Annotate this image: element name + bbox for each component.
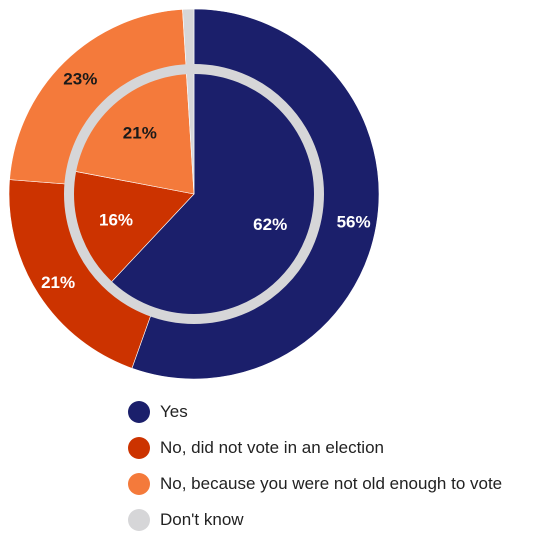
outer-label-not-old-enough: 23% bbox=[63, 70, 97, 89]
legend-swatch-dont-know bbox=[128, 509, 150, 531]
outer-label-yes: 56% bbox=[337, 213, 371, 232]
legend-label-did-not-vote: No, did not vote in an election bbox=[160, 438, 384, 457]
outer-label-did-not-vote: 21% bbox=[41, 273, 75, 292]
legend-label-dont-know: Don't know bbox=[160, 510, 244, 529]
legend: Yes No, did not vote in an election No, … bbox=[128, 398, 502, 542]
legend-swatch-yes bbox=[128, 401, 150, 423]
inner-label-yes: 62% bbox=[253, 215, 287, 234]
legend-item-not-old-enough: No, because you were not old enough to v… bbox=[128, 470, 502, 498]
legend-label-yes: Yes bbox=[160, 402, 188, 421]
inner-label-not-old-enough: 21% bbox=[123, 124, 157, 143]
legend-item-yes: Yes bbox=[128, 398, 502, 426]
legend-item-dont-know: Don't know bbox=[128, 506, 502, 534]
legend-swatch-did-not-vote bbox=[128, 437, 150, 459]
legend-label-not-old-enough: No, because you were not old enough to v… bbox=[160, 474, 503, 493]
legend-swatch-not-old-enough bbox=[128, 473, 150, 495]
inner-label-did-not-vote: 16% bbox=[99, 210, 133, 229]
pie-chart: 56% 21% 23% 62% 16% 21% bbox=[8, 8, 380, 380]
inner-ring-border bbox=[64, 64, 324, 324]
data-labels: 56% 21% 23% 62% 16% 21% bbox=[41, 70, 371, 293]
legend-item-did-not-vote: No, did not vote in an election bbox=[128, 434, 502, 462]
